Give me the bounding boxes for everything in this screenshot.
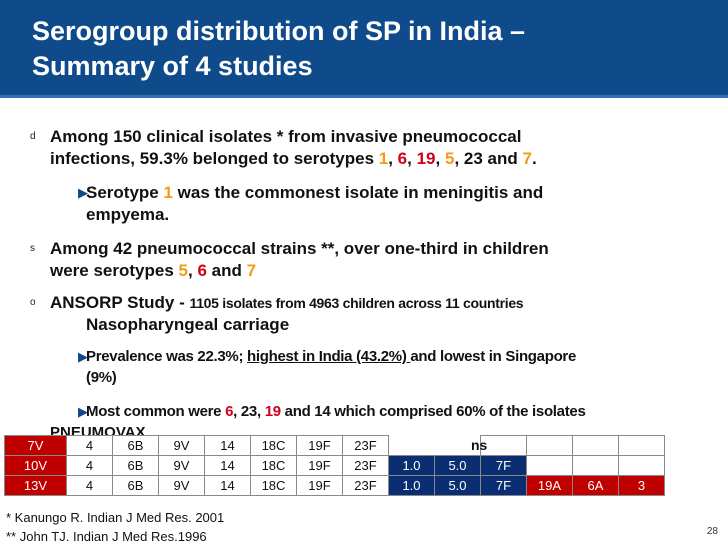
- serotype-cell: 14: [204, 455, 251, 476]
- serotype-cell: 9V: [158, 475, 205, 496]
- serotype-cell: 5.0: [434, 455, 481, 476]
- serotype-cell: 1.0: [388, 475, 435, 496]
- serotype-cell: [618, 435, 665, 456]
- serotype-cell: 4: [66, 435, 113, 456]
- serotype-cell: [618, 455, 665, 476]
- title-line-2: Summary of 4 studies: [32, 51, 313, 81]
- table-row: 13V 4 6B 9V 14 18C 19F 23F 1.0 5.0 7F 19A 6A 3: [4, 475, 665, 496]
- overlapped-text-fragment: ns: [471, 437, 488, 453]
- serotype-cell: 18C: [250, 455, 297, 476]
- bullet-1-text: Among 150 clinical isolates * from invas…: [50, 127, 537, 168]
- bullet-3-text: ANSORP Study - 1105 isolates from 4963 c…: [50, 293, 524, 334]
- bullet-marker: s: [30, 243, 35, 254]
- footnote-1: * Kanungo R. Indian J Med Res. 2001: [6, 510, 225, 525]
- serotype-cell: 23F: [342, 455, 389, 476]
- title-bar: Serogroup distribution of SP in India – …: [0, 0, 728, 98]
- serotype-cell: [480, 435, 527, 456]
- footnote-2: ** John TJ. Indian J Med Res.1996: [6, 529, 207, 544]
- serotype-cell: 19F: [296, 475, 343, 496]
- serotype-cell: 14: [204, 475, 251, 496]
- serotype-cell: [572, 435, 619, 456]
- serotype-cell: 6A: [572, 475, 619, 496]
- bullet-2-text: Among 42 pneumococcal strains **, over o…: [50, 239, 549, 280]
- serotype-cell: 7F: [480, 475, 527, 496]
- vaccine-label-cell: 7V: [4, 435, 67, 456]
- triangle-bullet-icon: ▶: [78, 349, 88, 364]
- serotype-cell: 23F: [342, 435, 389, 456]
- title-line-1: Serogroup distribution of SP in India –: [32, 16, 526, 46]
- slide-title: Serogroup distribution of SP in India – …: [32, 14, 525, 84]
- serotype-cell: 5.0: [434, 475, 481, 496]
- serotype-cell: 19A: [526, 475, 573, 496]
- serotype-cell: [526, 455, 573, 476]
- table-row: 10V 4 6B 9V 14 18C 19F 23F 1.0 5.0 7F: [4, 455, 665, 476]
- serotype-cell: 3: [618, 475, 665, 496]
- serotype-cell: 4: [66, 475, 113, 496]
- serotype-cell: [389, 436, 435, 456]
- sub-bullet-3-text: Most common were 6, 23, 19 and 14 which …: [86, 403, 586, 420]
- serotype-cell: 18C: [250, 475, 297, 496]
- serotype-cell: 23F: [342, 475, 389, 496]
- serotype-cell: 19F: [296, 455, 343, 476]
- sub-bullet-1-text: Serotype 1 was the commonest isolate in …: [86, 183, 544, 224]
- bullet-marker: o: [30, 297, 36, 308]
- serotype-cell: 4: [66, 455, 113, 476]
- bullet-marker: d: [30, 131, 36, 142]
- serotype-cell: 19F: [296, 435, 343, 456]
- serotype-cell: 6B: [112, 475, 159, 496]
- serotype-cell: 18C: [250, 435, 297, 456]
- sub-bullet-2-text: Prevalence was 22.3%; highest in India (…: [86, 348, 577, 386]
- title-underline: [0, 95, 728, 98]
- serotype-cell: 6B: [112, 435, 159, 456]
- vaccine-label-cell: 13V: [4, 475, 67, 496]
- page-number: 28: [706, 526, 718, 537]
- serotype-cell: [526, 435, 573, 456]
- triangle-bullet-icon: ▶: [78, 404, 88, 419]
- serotype-cell: 9V: [158, 455, 205, 476]
- vaccine-label-cell: 10V: [4, 455, 67, 476]
- serotype-cell: 9V: [158, 435, 205, 456]
- triangle-bullet-icon: ▶: [78, 185, 88, 200]
- serotype-cell: 7F: [480, 455, 527, 476]
- table-row: 7V 4 6B 9V 14 18C 19F 23F: [4, 435, 665, 456]
- obscured-bullet-text: PNEUMOVAX: [50, 426, 146, 436]
- serotype-cell: [572, 455, 619, 476]
- serotype-cell: 1.0: [388, 455, 435, 476]
- serotype-cell: 6B: [112, 455, 159, 476]
- vaccine-serotype-table: 7V 4 6B 9V 14 18C 19F 23F 10V 4 6B 9V 14 18C 19F 23F 1.0…: [4, 435, 665, 496]
- serotype-cell: 14: [204, 435, 251, 456]
